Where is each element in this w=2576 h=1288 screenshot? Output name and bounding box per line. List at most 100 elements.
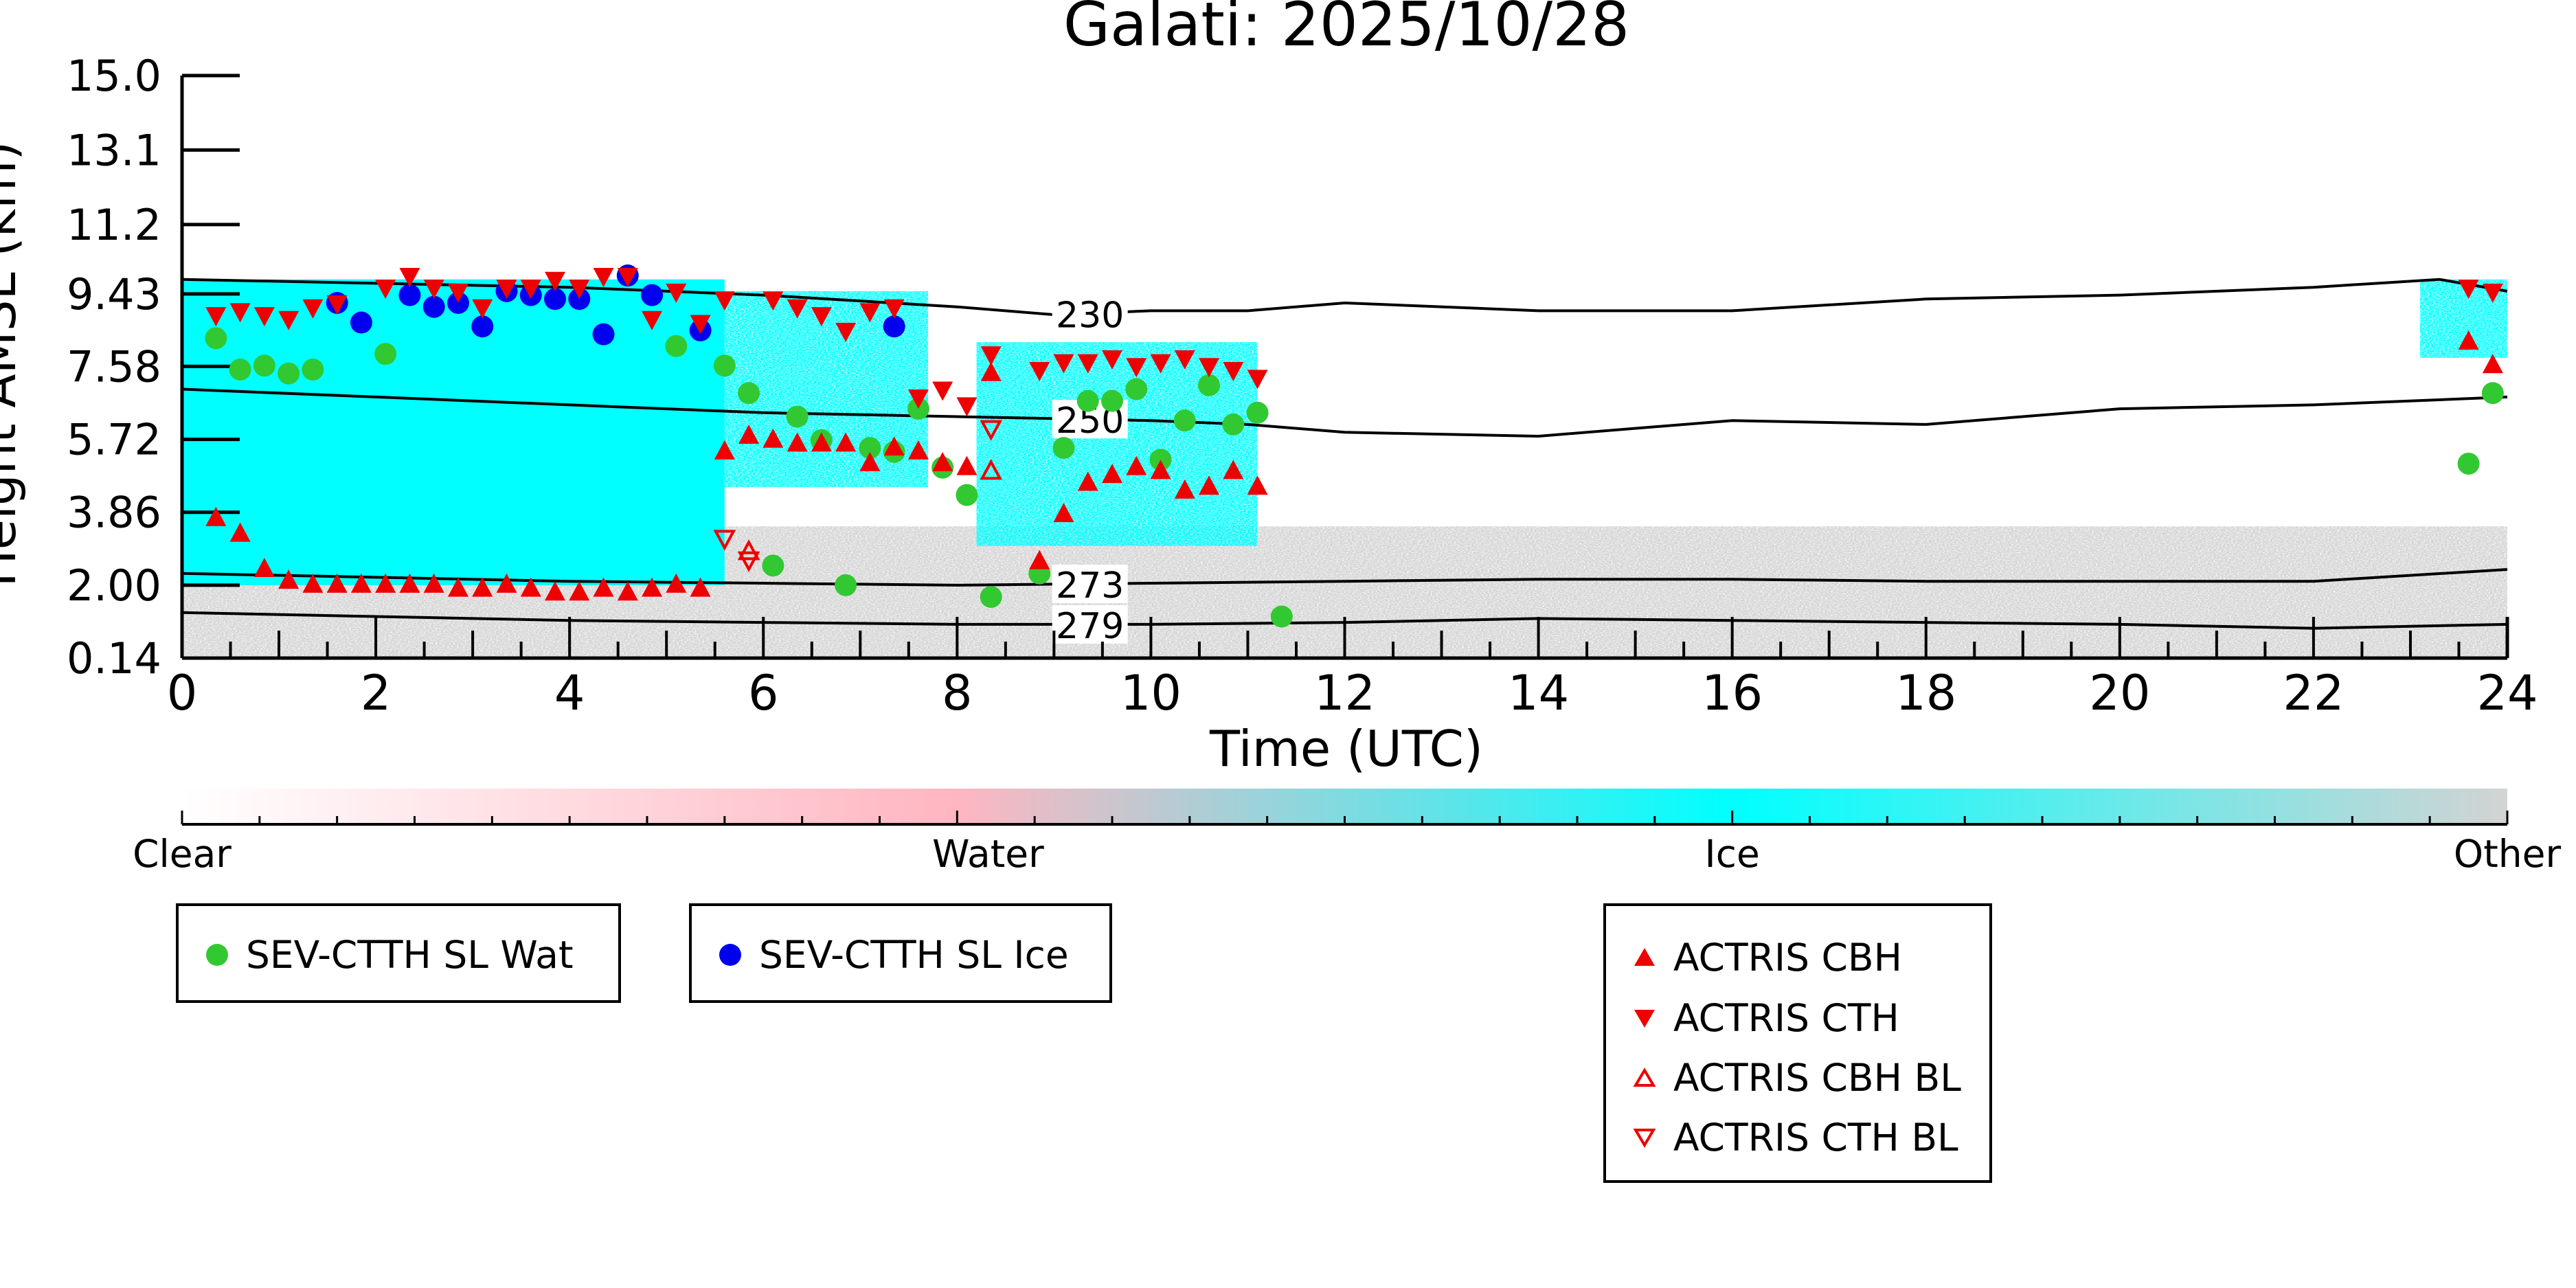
legend-box-sev-ice: SEV-CTTH SL Ice [689, 903, 1112, 1003]
marker-point [520, 577, 541, 597]
x-tick-label: 20 [2089, 665, 2150, 721]
ice-class-region [182, 279, 725, 585]
marker-point [738, 382, 760, 405]
marker-point [447, 577, 468, 597]
marker-point [253, 354, 275, 377]
marker-point [1198, 374, 1221, 396]
marker-point [496, 573, 517, 593]
legend-label: ACTRIS CBH [1673, 936, 1902, 980]
legend-item: ACTRIS CTH BL [1631, 1114, 1958, 1162]
x-tick-label: 6 [748, 665, 779, 721]
marker-point [835, 432, 857, 452]
marker-point [980, 361, 1002, 381]
marker-point [980, 585, 1002, 608]
contour-line [181, 568, 2508, 587]
cloud-classification-background [182, 279, 2507, 658]
marker-point [205, 506, 227, 526]
marker-point [665, 335, 688, 357]
chart-title: Galati: 2025/10/28 [1063, 0, 1629, 60]
marker-point [1101, 389, 1123, 412]
x-tick-label: 0 [167, 665, 198, 721]
legend-label: SEV-CTTH SL Wat [246, 933, 574, 977]
x-tick-label: 10 [1120, 665, 1182, 721]
marker-point [690, 577, 711, 597]
marker-point [544, 288, 567, 310]
marker-point [907, 440, 929, 460]
marker-point [2482, 283, 2503, 303]
marker-point [2458, 280, 2479, 300]
marker-point [2481, 382, 2504, 405]
marker-point [666, 283, 687, 303]
marker-point [1102, 464, 1122, 484]
marker-point [326, 573, 348, 593]
marker-point [883, 315, 905, 338]
marker-point [472, 577, 493, 597]
marker-point [496, 280, 517, 300]
marker-point [229, 522, 251, 542]
x-tick-label: 12 [1314, 665, 1375, 721]
legend-box-actris: ACTRIS CBH ACTRIS CTH ACTRIS CBH BL ACTR… [1603, 903, 1992, 1183]
marker-point [956, 484, 978, 506]
marker-point [787, 299, 808, 319]
y-tick-label: 15.0 [67, 51, 161, 101]
marker-point [1126, 455, 1147, 475]
marker-point [1246, 401, 1269, 424]
marker-point [1247, 475, 1268, 495]
legend-label: SEV-CTTH SL Ice [759, 933, 1069, 977]
marker-point [568, 288, 591, 310]
y-tick-label: 11.2 [67, 200, 161, 250]
marker-point [423, 280, 444, 300]
marker-point [593, 577, 614, 597]
marker-point [1150, 460, 1171, 479]
marker-point [422, 295, 445, 318]
marker-point [762, 428, 784, 448]
marker-point [932, 451, 953, 471]
marker-point [545, 581, 566, 601]
legend-item: ACTRIS CTH [1631, 994, 1899, 1042]
marker-point [520, 280, 541, 300]
legend-item: ACTRIS CBH BL [1631, 1054, 1961, 1102]
legend-circle-blue-icon [716, 941, 744, 969]
y-tick-label: 3.86 [67, 488, 161, 538]
marker-point [859, 451, 881, 471]
marker-point [2482, 354, 2503, 374]
marker-point [1126, 358, 1147, 378]
contour-label-bg [1052, 605, 1128, 644]
y-tick-label: 2.00 [67, 561, 161, 611]
legend-label: ACTRIS CBH BL [1673, 1056, 1961, 1100]
marker-point [1247, 370, 1268, 389]
marker-point [713, 530, 736, 551]
contour-label-bg [1052, 565, 1128, 604]
marker-point [617, 268, 638, 288]
marker-point [1270, 605, 1293, 628]
marker-point [278, 362, 300, 385]
marker-point [302, 573, 324, 593]
marker-point [1076, 389, 1099, 412]
x-tick-label: 4 [554, 665, 585, 721]
marker-point [471, 315, 494, 338]
y-axis-label: Height AMSL (km) [0, 142, 27, 587]
x-tick-label: 14 [1508, 665, 1569, 721]
legend-label: ACTRIS CTH BL [1673, 1116, 1958, 1160]
marker-point [472, 299, 493, 319]
triangle-up-open-icon [1631, 1064, 1658, 1092]
triangle-down-open-icon [1631, 1124, 1658, 1151]
marker-point [1053, 354, 1074, 374]
x-tick-label: 2 [361, 665, 392, 721]
colorbar-label: Ice [1705, 832, 1760, 876]
contour-label: 230 [1056, 295, 1124, 336]
legend-box-sev-wat: SEV-CTTH SL Wat [176, 903, 621, 1003]
marker-point [737, 539, 760, 561]
legend-item: SEV-CTTH SL Wat [203, 931, 574, 979]
marker-point [956, 455, 978, 475]
marker-point [229, 358, 251, 381]
marker-point [569, 581, 590, 601]
colorbar-label: Clear [133, 832, 231, 876]
marker-point [713, 354, 736, 377]
marker-point [2457, 452, 2480, 475]
legend-circle-green-icon [203, 941, 231, 969]
marker-point [374, 343, 397, 365]
marker-point [545, 271, 566, 291]
marker-point [642, 310, 663, 330]
contour-label-bg [1052, 294, 1128, 333]
